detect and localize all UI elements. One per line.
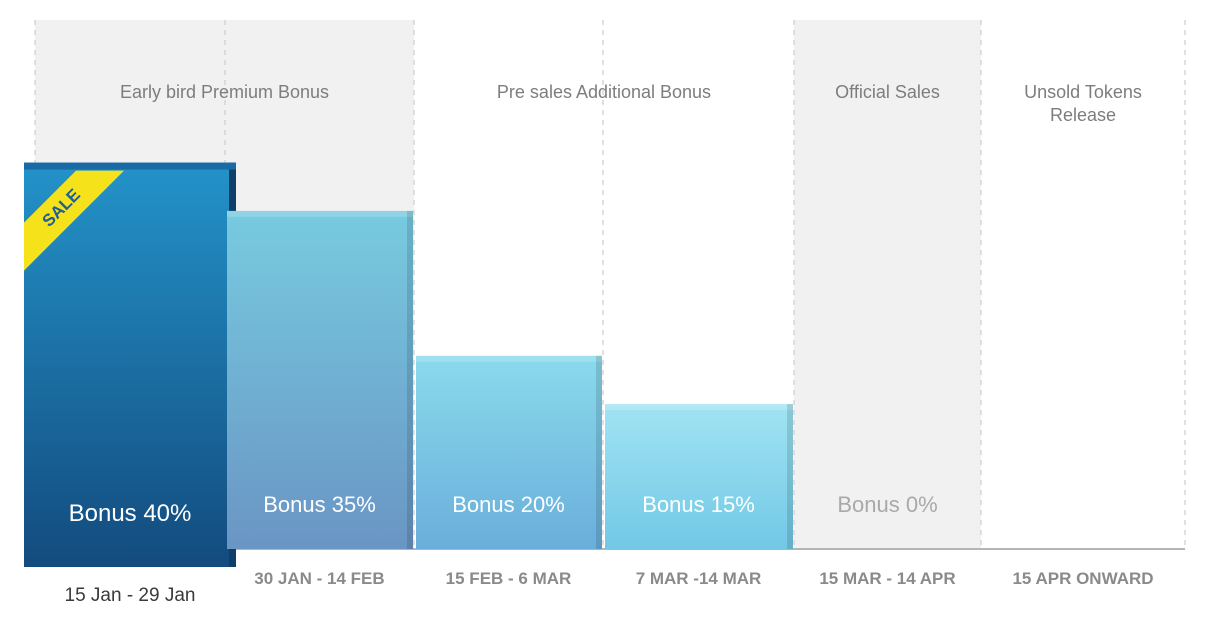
period-label: 7 MAR -14 MAR — [635, 569, 762, 588]
bar-side-face — [787, 404, 793, 549]
bar — [416, 355, 602, 549]
bar-top-face — [605, 404, 793, 411]
phase-band — [794, 20, 981, 549]
phase-label: Unsold Tokens Release — [1024, 82, 1142, 125]
period-label: 15 APR ONWARD — [1012, 569, 1154, 588]
period-label: 15 Jan - 29 Jan — [64, 585, 196, 606]
bar-value-label: Bonus 15% — [642, 492, 755, 517]
bar-side-face — [407, 210, 413, 549]
phase-label: Early bird Premium Bonus — [119, 82, 330, 102]
bar-value-label: Bonus 20% — [452, 492, 565, 517]
bar — [605, 404, 793, 549]
phase-label: Pre sales Additional Bonus — [496, 82, 712, 102]
sale-ribbon — [24, 170, 124, 271]
period-label: 15 FEB - 6 MAR — [445, 569, 572, 588]
bar-top-face — [24, 162, 236, 170]
period-label: 15 MAR - 14 APR — [819, 569, 956, 588]
period-label: 30 JAN - 14 FEB — [254, 569, 385, 588]
bar — [227, 210, 413, 549]
bar-value-label: Bonus 0% — [837, 492, 938, 517]
bar-value-label: Bonus 40% — [68, 500, 192, 527]
phase-label: Official Sales — [835, 82, 940, 102]
bar-top-face — [227, 210, 413, 217]
bar-side-face — [596, 355, 602, 549]
bar-value-label: Bonus 35% — [263, 492, 376, 517]
bar-top-face — [416, 355, 602, 362]
